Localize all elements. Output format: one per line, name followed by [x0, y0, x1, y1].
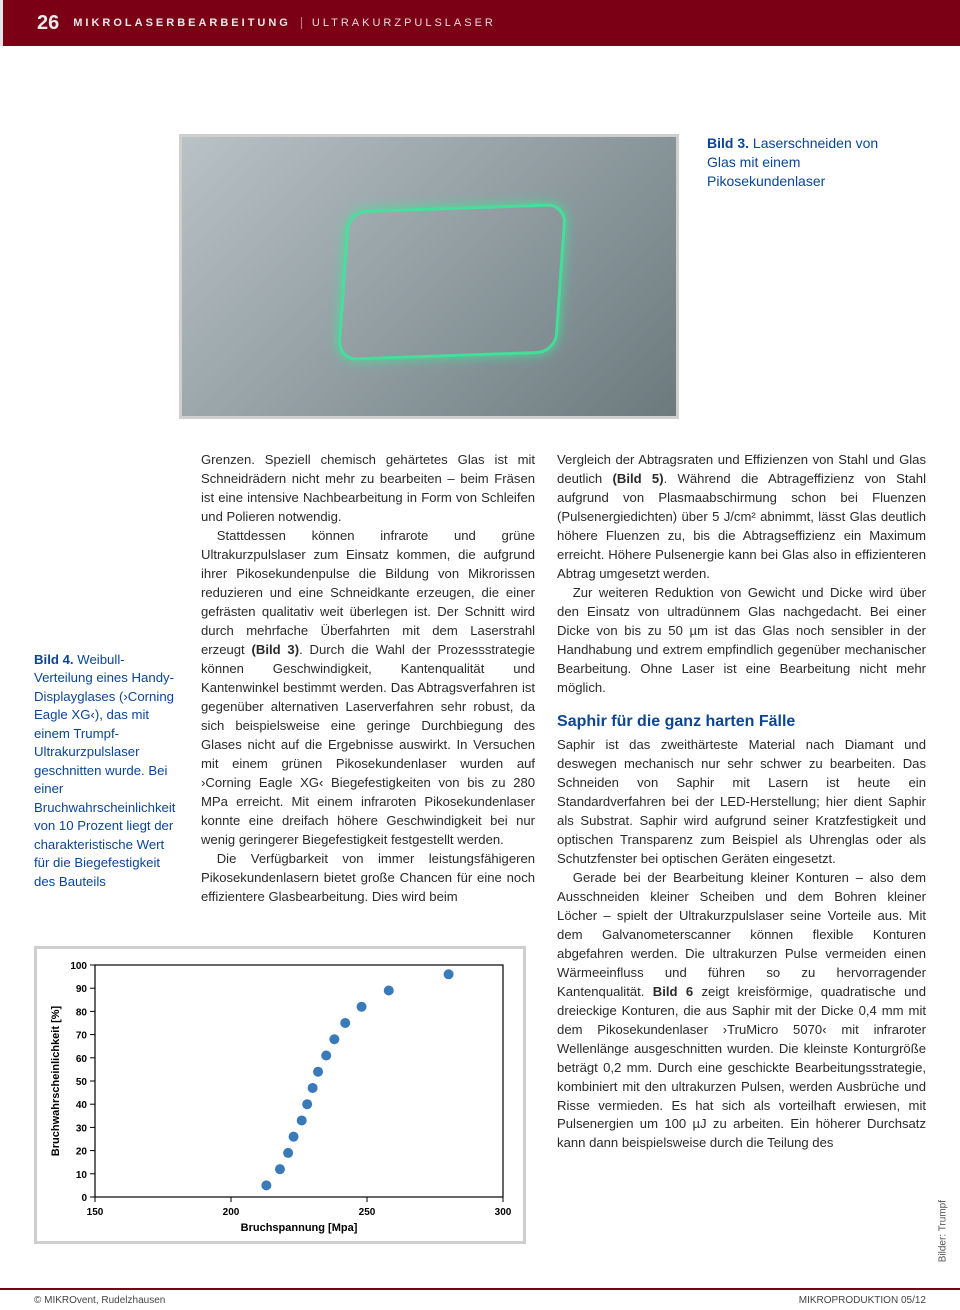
svg-text:30: 30: [76, 1123, 88, 1134]
figure-4-caption: Bild 4. Weibull-Verteilung eines Handy-D…: [34, 651, 179, 891]
laser-cut-outline: [337, 203, 567, 361]
text-column-right: Vergleich der Abtragsraten und Effizienz…: [557, 451, 926, 1153]
footer-left: © MIKROvent, Rudelzhausen: [34, 1295, 165, 1306]
figure-4-caption-lead: Bild 4.: [34, 652, 74, 667]
svg-text:Bruchwahrscheinlichkeit [%]: Bruchwahrscheinlichkeit [%]: [50, 1005, 62, 1156]
svg-text:40: 40: [76, 1100, 88, 1111]
svg-text:Bruchspannung [Mpa]: Bruchspannung [Mpa]: [241, 1222, 358, 1234]
paragraph: Grenzen. Speziell chemisch gehärtetes Gl…: [201, 451, 535, 527]
svg-text:80: 80: [76, 1007, 88, 1018]
page-header: 26 MIKROLASERBEARBEITUNG ULTRAKURZPULSLA…: [0, 0, 960, 46]
subheading-sapphire: Saphir für die ganz harten Fälle: [557, 712, 926, 732]
svg-text:200: 200: [223, 1207, 240, 1218]
svg-text:50: 50: [76, 1077, 88, 1088]
subsection-title: ULTRAKURZPULSLASER: [301, 17, 496, 29]
figure-3-caption: Bild 3. Laserschneiden von Glas mit eine…: [707, 134, 897, 191]
paragraph: Zur weiteren Reduktion von Gewicht und D…: [557, 584, 926, 698]
figure-3-row: Bild 3. Laserschneiden von Glas mit eine…: [0, 46, 960, 451]
figure-3-image: [179, 134, 679, 419]
svg-text:60: 60: [76, 1054, 88, 1065]
figure-4-chart-box: 0 10 20 30 40 50 60 70 80 90 100 150 200 250 300 Bruchw…: [34, 946, 526, 1244]
figure-3-caption-lead: Bild 3.: [707, 135, 749, 151]
svg-text:250: 250: [359, 1207, 376, 1218]
weibull-scatter-chart: 0 10 20 30 40 50 60 70 80 90 100 150 200 250 300 Bruchw…: [45, 957, 515, 1237]
paragraph: Saphir ist das zweithärteste Material na…: [557, 736, 926, 869]
paragraph: Die Verfügbarkeit von immer leistungsfäh…: [201, 850, 535, 907]
figure-4-caption-rest: Weibull-Verteilung eines Handy-Displaygl…: [34, 652, 175, 889]
page-footer: © MIKROvent, Rudelzhausen MIKROPRODUKTIO…: [0, 1288, 960, 1310]
section-title: MIKROLASERBEARBEITUNG: [73, 17, 291, 29]
svg-text:300: 300: [495, 1207, 512, 1218]
svg-text:10: 10: [76, 1170, 88, 1181]
paragraph: Gerade bei der Bearbeitung kleiner Kontu…: [557, 869, 926, 1154]
figure-4-chart-wrapper: 0 10 20 30 40 50 60 70 80 90 100 150 200 250 300 Bruchw…: [34, 946, 526, 1244]
svg-text:90: 90: [76, 984, 88, 995]
svg-text:0: 0: [81, 1193, 87, 1204]
svg-text:70: 70: [76, 1031, 88, 1042]
svg-text:20: 20: [76, 1147, 88, 1158]
paragraph: Stattdessen können infrarote und grüne U…: [201, 527, 535, 850]
page-number: 26: [37, 12, 59, 35]
paragraph: Vergleich der Abtragsraten und Effizienz…: [557, 451, 926, 584]
footer-right: MIKROPRODUKTION 05/12: [799, 1295, 926, 1306]
photo-credit: Bilder: Trumpf: [937, 1200, 948, 1262]
svg-text:150: 150: [87, 1207, 104, 1218]
svg-text:100: 100: [70, 961, 87, 972]
